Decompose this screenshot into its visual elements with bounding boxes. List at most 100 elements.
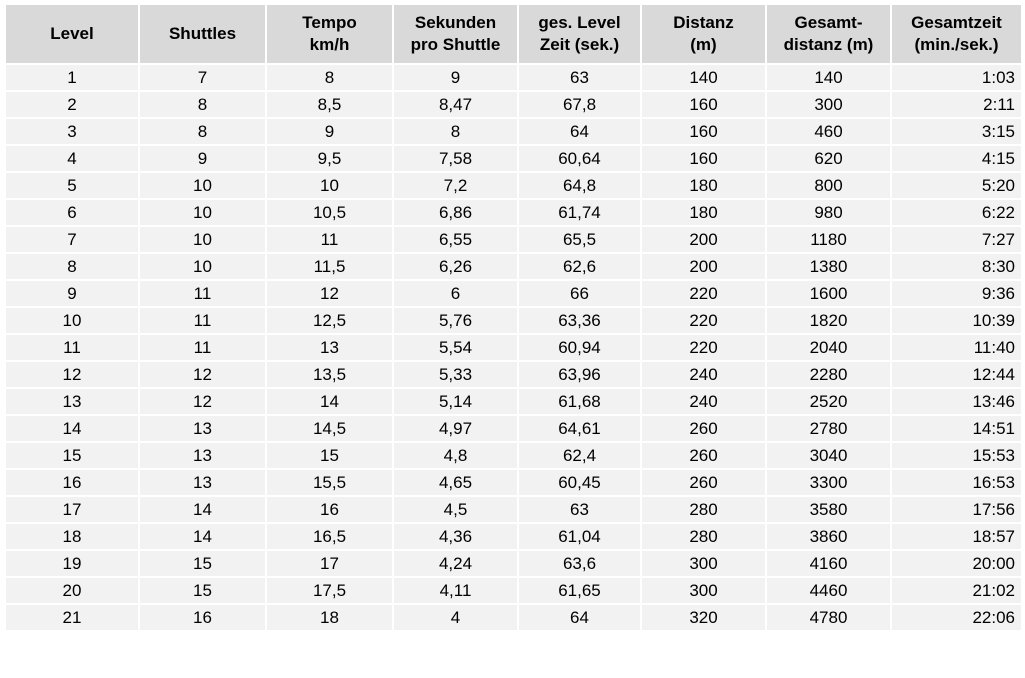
table-cell: 64,8 [517,171,642,200]
header-text: km/h [309,35,350,54]
table-cell: 20:00 [890,549,1023,578]
header-text: Level [50,24,94,43]
table-cell: 1 [4,63,140,92]
table-row: 16 13 15,5 4,65 60,45 260 3300 16:53 [4,468,1023,497]
table-cell: 4 [4,144,140,173]
table-cell: 3040 [765,441,892,470]
table-row: 20 15 17,5 4,11 61,65 300 4460 21:02 [4,576,1023,605]
table-cell: 7,58 [392,144,519,173]
table-cell: 4,8 [392,441,519,470]
table-cell: 13,5 [265,360,394,389]
table-cell: 300 [640,576,767,605]
table-cell: 3:15 [890,117,1023,146]
header-cell: Shuttles [138,3,267,65]
table-cell: 140 [765,63,892,92]
table-row: 4 9 9,5 7,58 60,64 160 620 4:15 [4,144,1023,173]
table-cell: 64 [517,603,642,632]
table-cell: 9 [265,117,394,146]
table-row: 14 13 14,5 4,97 64,61 260 2780 14:51 [4,414,1023,443]
table-cell: 12 [265,279,394,308]
table-cell: 18 [265,603,394,632]
table-cell: 300 [765,90,892,119]
table-cell: 17 [4,495,140,524]
table-cell: 800 [765,171,892,200]
table-cell: 21 [4,603,140,632]
table-row: 21 16 18 4 64 320 4780 22:06 [4,603,1023,632]
table-cell: 64,61 [517,414,642,443]
table-cell: 2520 [765,387,892,416]
table-cell: 5:20 [890,171,1023,200]
table-cell: 4,97 [392,414,519,443]
table-cell: 4,24 [392,549,519,578]
table-cell: 2780 [765,414,892,443]
table-cell: 15,5 [265,468,394,497]
header-text: ges. Level [538,13,621,32]
table-cell: 6,26 [392,252,519,281]
table-cell: 8,47 [392,90,519,119]
table-cell: 14,5 [265,414,394,443]
table-cell: 9 [138,144,267,173]
table-row: 11 11 13 5,54 60,94 220 2040 11:40 [4,333,1023,362]
table-cell: 12,5 [265,306,394,335]
table-cell: 61,65 [517,576,642,605]
header-cell: Level [4,3,140,65]
table-cell: 8 [138,90,267,119]
header-text: (m) [690,35,717,54]
table-cell: 61,74 [517,198,642,227]
table-cell: 9 [4,279,140,308]
table-cell: 9:36 [890,279,1023,308]
table-cell: 160 [640,117,767,146]
table-row: 10 11 12,5 5,76 63,36 220 1820 10:39 [4,306,1023,335]
table-cell: 14:51 [890,414,1023,443]
table-cell: 2040 [765,333,892,362]
table-cell: 14 [138,495,267,524]
table-cell: 60,94 [517,333,642,362]
table-cell: 61,04 [517,522,642,551]
table-cell: 6,55 [392,225,519,254]
table-cell: 4160 [765,549,892,578]
table-cell: 15 [265,441,394,470]
table-cell: 19 [4,549,140,578]
table-cell: 15:53 [890,441,1023,470]
table-cell: 8 [138,117,267,146]
table-cell: 11,5 [265,252,394,281]
table-cell: 11 [4,333,140,362]
table-cell: 11 [265,225,394,254]
table-cell: 17:56 [890,495,1023,524]
table-cell: 13 [138,414,267,443]
table-cell: 5,33 [392,360,519,389]
table-cell: 63,6 [517,549,642,578]
table-cell: 14 [4,414,140,443]
table-cell: 60,45 [517,468,642,497]
table-row: 19 15 17 4,24 63,6 300 4160 20:00 [4,549,1023,578]
table-cell: 11 [138,333,267,362]
table-cell: 18:57 [890,522,1023,551]
header-text: (min./sek.) [914,35,999,54]
table-cell: 9 [392,63,519,92]
table-cell: 4,5 [392,495,519,524]
table-cell: 10 [138,171,267,200]
table-cell: 5,76 [392,306,519,335]
table-row: 13 12 14 5,14 61,68 240 2520 13:46 [4,387,1023,416]
table-cell: 220 [640,333,767,362]
table-cell: 60,64 [517,144,642,173]
header-cell: Gesamt-distanz (m) [765,3,892,65]
table-cell: 22:06 [890,603,1023,632]
header-text: Gesamt- [794,13,863,32]
table-cell: 1600 [765,279,892,308]
table-cell: 12:44 [890,360,1023,389]
table-cell: 260 [640,468,767,497]
table-cell: 15 [138,576,267,605]
table-cell: 10 [4,306,140,335]
table-row: 17 14 16 4,5 63 280 3580 17:56 [4,495,1023,524]
table-cell: 2280 [765,360,892,389]
header-cell: Tempo km/h [265,3,394,65]
level-table: Level Shuttles Tempo km/h Sekunden pro Shuttl… [4,3,1023,632]
header-text: Zeit (sek.) [539,35,620,54]
table-cell: 15 [138,549,267,578]
table-cell: 61,68 [517,387,642,416]
table-cell: 1820 [765,306,892,335]
table-cell: 5,14 [392,387,519,416]
header-text: distanz (m) [783,35,874,54]
header-text: Tempo [302,13,357,32]
